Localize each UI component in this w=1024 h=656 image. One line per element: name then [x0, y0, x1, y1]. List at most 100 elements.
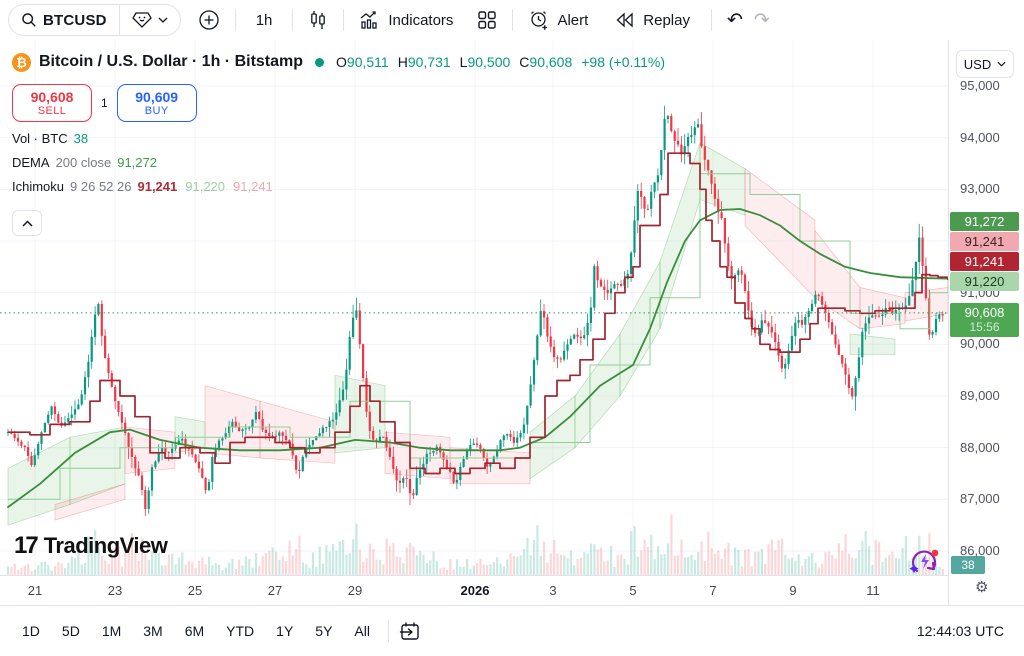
price-tick-label: 87,000: [960, 491, 1000, 507]
time-tick-label: 21: [27, 583, 43, 598]
buy-price: 90,609: [135, 88, 179, 105]
price-tick-label: 95,000: [960, 78, 1000, 93]
go-to-date-button[interactable]: [399, 620, 421, 642]
ohlc-item: C90,608: [519, 54, 573, 70]
volume-legend-row: Vol · BTC 38: [12, 131, 665, 146]
price-tick-label: 86,000: [960, 543, 1000, 558]
trade-buttons-row: 90,608 SELL 1 90,609 BUY: [12, 84, 665, 122]
price-axis[interactable]: USD 38 ⚙ 95,000 94,000 93,000 91,000 90,000 8…: [948, 40, 1024, 605]
alert-clock-icon: [528, 9, 550, 31]
indicators-button[interactable]: Indicators: [350, 5, 462, 35]
ichimoku-legend-values: 91,241 91,220 91,241: [137, 179, 280, 194]
chart-style-button[interactable]: [299, 5, 337, 35]
price-chart[interactable]: [0, 40, 948, 575]
session-clock[interactable]: 12:44:03 UTC: [916, 623, 1004, 639]
buy-label: BUY: [144, 104, 169, 117]
time-tick-label: 7: [709, 583, 717, 598]
promo-lightning-icon[interactable]: [905, 543, 943, 581]
spread-value: 1: [101, 96, 108, 110]
ohlc-item: L90,500: [459, 54, 511, 70]
chart-legend: ₿ Bitcoin / U.S. Dollar · 1h · Bitstamp …: [12, 50, 665, 194]
time-tick-label: 27: [267, 583, 283, 598]
chevron-down-icon: [997, 61, 1006, 67]
indicators-label: Indicators: [388, 11, 454, 29]
broker-gem-button[interactable]: [118, 5, 180, 35]
interval-button[interactable]: 1h: [242, 5, 287, 35]
compare-add-button[interactable]: [189, 5, 229, 35]
range-button-5y[interactable]: 5Y: [315, 623, 333, 639]
time-tick-label: 5: [629, 583, 637, 598]
ohlc-values: O90,511 H90,731 L90,500 C90,608 +98 (+0.11%): [336, 54, 665, 70]
time-tick-label: 3: [549, 583, 557, 598]
indicator-price-label: 91,220: [950, 272, 1019, 291]
symbol-name: BTCUSD: [43, 11, 107, 29]
dema-legend-label: DEMA: [12, 155, 50, 170]
go-to-date-icon: [399, 622, 419, 640]
bitcoin-icon: ₿: [12, 52, 31, 72]
price-tick-label: 88,000: [960, 439, 1000, 455]
tradingview-logo[interactable]: 17 TradingView: [14, 532, 168, 560]
toolbar-separator: [343, 9, 345, 31]
ichimoku-value: 91,241: [137, 179, 178, 194]
interval-label: 1h: [255, 11, 273, 29]
tradingview-logo-text: TradingView: [43, 533, 168, 558]
undo-button[interactable]: ↶: [718, 5, 752, 35]
price-tick-label: 93,000: [960, 181, 1000, 197]
indicators-icon: [359, 10, 381, 30]
alert-button[interactable]: Alert: [519, 5, 597, 35]
layout-grid-button[interactable]: [468, 5, 506, 35]
indicator-price-label: 91,241: [950, 252, 1019, 271]
dema-legend-row: DEMA 200 close 91,272: [12, 155, 665, 170]
time-axis[interactable]: 21 23 25 27 29 2026 3 5 7 9 11: [0, 575, 948, 605]
volume-axis-badge: 38: [951, 556, 985, 574]
top-toolbar: BTCUSD 1h: [0, 0, 1024, 40]
redo-icon: ↷: [753, 9, 770, 31]
range-button-5d[interactable]: 5D: [61, 623, 80, 639]
ohlc-item: H90,731: [397, 54, 451, 70]
legend-collapse-button[interactable]: [12, 210, 42, 236]
range-button-3m[interactable]: 3M: [143, 623, 163, 639]
plus-circle-icon: [198, 9, 220, 31]
ichimoku-value: 91,220: [185, 179, 226, 194]
ichimoku-value: 91,241: [233, 179, 273, 194]
date-range-buttons: 1D 5D 1M 3M 6M YTD 1Y 5Y All: [14, 618, 378, 644]
symbol-search-button[interactable]: BTCUSD: [9, 5, 119, 35]
search-icon: [21, 12, 37, 28]
axis-settings-gear-icon[interactable]: ⚙: [975, 579, 989, 596]
price-tick-label: 94,000: [960, 129, 1000, 145]
candles-icon: [308, 9, 328, 31]
time-tick-label: 29: [347, 583, 363, 598]
undo-icon: ↶: [726, 9, 743, 31]
chart-pane[interactable]: ₿ Bitcoin / U.S. Dollar · 1h · Bitstamp …: [0, 40, 948, 575]
replay-label: Replay: [643, 11, 690, 29]
buy-button[interactable]: 90,609 BUY: [116, 84, 197, 122]
tradingview-mark-icon: 17: [14, 532, 39, 559]
chevron-up-icon: [21, 219, 33, 227]
range-button-all[interactable]: All: [354, 623, 370, 639]
ichimoku-legend-row: Ichimoku 9 26 52 26 91,241 91,220 91,241: [12, 179, 665, 194]
currency-dropdown[interactable]: USD: [956, 50, 1014, 78]
range-button-1m[interactable]: 1M: [101, 623, 122, 639]
grid-layout-icon: [477, 10, 497, 30]
symbol-title[interactable]: Bitcoin / U.S. Dollar · 1h · Bitstamp: [39, 53, 304, 70]
sell-button[interactable]: 90,608 SELL: [12, 84, 92, 122]
range-button-1d[interactable]: 1D: [22, 623, 40, 639]
price-tick-label: 89,000: [960, 388, 1000, 403]
dema-legend-params: 200 close: [55, 155, 112, 170]
ichimoku-legend-label: Ichimoku: [12, 179, 65, 194]
range-button-1y[interactable]: 1Y: [276, 623, 294, 639]
volume-legend-value: 38: [73, 131, 89, 146]
range-button-6m[interactable]: 6M: [184, 623, 205, 639]
dema-legend-value: 91,272: [117, 155, 157, 170]
indicator-price-label: 91,272: [950, 212, 1019, 231]
toolbar-separator: [292, 9, 294, 31]
bottom-toolbar: 1D 5D 1M 3M 6M YTD 1Y 5Y All 12:44:03 UTC: [0, 605, 1024, 656]
replay-button[interactable]: Replay: [605, 5, 699, 35]
range-button-ytd[interactable]: YTD: [226, 623, 255, 639]
ohlc-item: O90,511: [336, 54, 389, 70]
time-tick-label: 23: [107, 583, 123, 598]
replay-rewind-icon: [614, 11, 636, 29]
ohlc-item: +98 (+0.11%): [581, 54, 666, 70]
redo-button[interactable]: ↷: [752, 5, 779, 35]
